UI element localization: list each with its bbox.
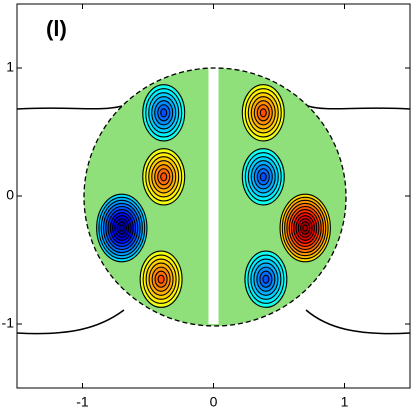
- curve: [305, 309, 411, 335]
- panel-label: (l): [46, 16, 67, 41]
- contour-level: [259, 108, 267, 118]
- curve: [307, 105, 411, 110]
- unit-circle: [83, 67, 347, 327]
- contour-level: [302, 224, 309, 232]
- contour-level: [262, 274, 270, 284]
- x-tick-label: -1: [76, 394, 89, 410]
- x-tick-label: 1: [341, 394, 349, 410]
- y-tick-label: 1: [6, 59, 14, 75]
- gap: [208, 68, 219, 324]
- contour-level: [160, 172, 168, 182]
- contour-level: [259, 172, 267, 182]
- separatrix: [16, 105, 411, 335]
- y-tick-label: 0: [6, 187, 14, 203]
- contour-level: [160, 108, 168, 118]
- contour-level: [118, 224, 125, 232]
- curve: [16, 105, 123, 110]
- field: [84, 68, 346, 326]
- x-tick-label: 0: [210, 394, 218, 410]
- contour-level: [157, 274, 165, 284]
- curve: [16, 309, 125, 335]
- y-tick-label: -1: [2, 315, 15, 331]
